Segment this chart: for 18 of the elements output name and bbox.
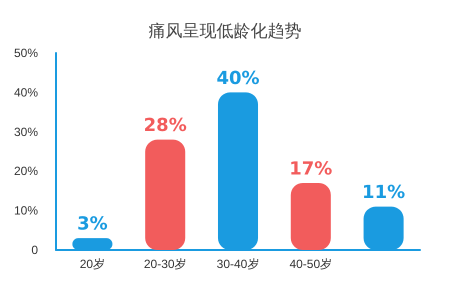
data-label: 28% (144, 115, 187, 136)
chart-title: 痛风呈现低龄化趋势 (148, 22, 302, 42)
data-label: 17% (289, 158, 332, 180)
x-tick-label: 20岁 (80, 257, 106, 271)
x-tick-label: 20-30岁 (144, 257, 187, 271)
data-label: 3% (77, 214, 108, 235)
data-label: 40% (216, 68, 260, 89)
x-tick-label: 30-40岁 (216, 257, 260, 271)
y-tick-label: 50% (14, 46, 38, 60)
bar (290, 183, 331, 250)
y-tick-label: 40% (14, 85, 38, 100)
y-tick-label: 10% (14, 204, 38, 218)
y-tick-label: 20% (14, 164, 38, 178)
bar (145, 140, 186, 250)
data-label: 11% (362, 182, 406, 204)
x-tick-label: 40-50岁 (289, 257, 332, 271)
y-tick-label: 30% (14, 124, 38, 139)
y-tick-label: 0 (31, 243, 38, 257)
